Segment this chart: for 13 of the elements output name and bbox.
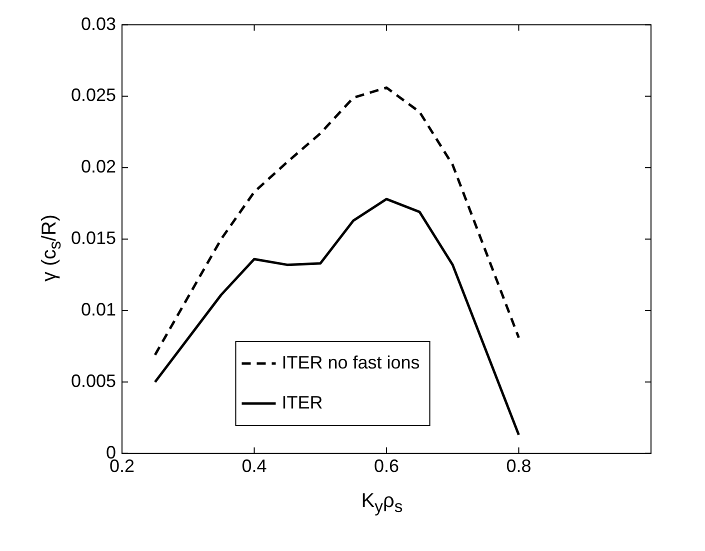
y-tick-label: 0.005	[70, 370, 116, 391]
x-tick-label: 0.4	[242, 456, 267, 476]
y-tick-label: 0.025	[70, 85, 116, 106]
x-tick-label: 0.8	[506, 456, 532, 476]
y-tick-label: 0.02	[80, 156, 116, 177]
x-tick-label: 0.6	[374, 456, 400, 476]
line-series	[154, 86, 520, 356]
x-axis-title: K$_{y}$ρ$_{s}$	[360, 490, 404, 517]
y-tick-label: 0.015	[70, 228, 116, 248]
legend-label: ITER	[282, 392, 323, 413]
y-tick-label: 0.01	[80, 300, 116, 320]
legend-label: ITER no fast ions	[282, 352, 420, 373]
y-tick-label: 0.03	[80, 14, 116, 34]
